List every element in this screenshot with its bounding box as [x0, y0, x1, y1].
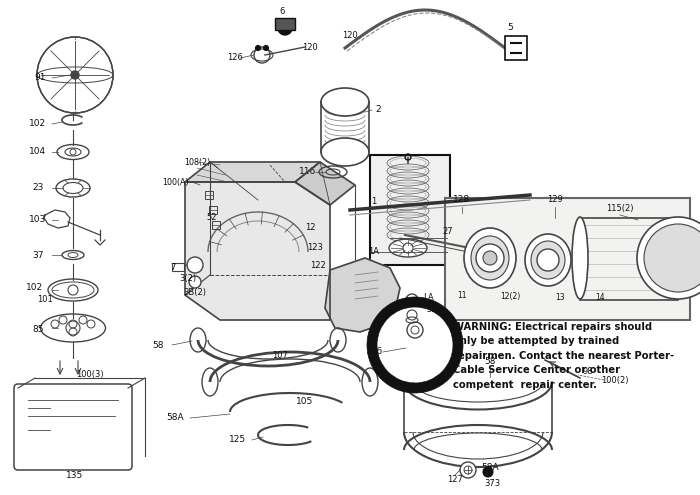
Text: 102: 102 — [27, 284, 43, 293]
Circle shape — [187, 257, 203, 273]
Text: 98: 98 — [582, 367, 594, 377]
Text: 13: 13 — [555, 294, 565, 302]
Text: 120: 120 — [342, 31, 358, 40]
Wedge shape — [367, 297, 463, 393]
Circle shape — [483, 467, 493, 477]
Text: 3(2): 3(2) — [179, 274, 197, 283]
Text: 103: 103 — [29, 215, 47, 225]
Text: 128: 128 — [454, 196, 470, 204]
Text: 100(A): 100(A) — [162, 178, 188, 187]
Text: 14: 14 — [595, 294, 605, 302]
Text: 6: 6 — [279, 7, 285, 16]
Ellipse shape — [572, 217, 588, 299]
Text: 125: 125 — [230, 436, 246, 445]
Polygon shape — [185, 162, 320, 182]
Text: 108(2): 108(2) — [184, 157, 210, 166]
Bar — [212, 221, 220, 229]
Text: 12: 12 — [304, 224, 315, 233]
Ellipse shape — [321, 88, 369, 116]
Text: 58A: 58A — [481, 463, 499, 473]
Text: 135: 135 — [66, 471, 83, 480]
Text: 100(2): 100(2) — [601, 376, 629, 385]
Polygon shape — [295, 162, 355, 205]
Ellipse shape — [525, 234, 571, 286]
Bar — [209, 206, 217, 214]
Text: 102: 102 — [29, 119, 47, 129]
Text: 116: 116 — [300, 167, 316, 177]
Text: 127: 127 — [447, 476, 463, 485]
Text: 58: 58 — [153, 341, 164, 349]
Ellipse shape — [644, 224, 700, 292]
Ellipse shape — [389, 239, 427, 257]
Ellipse shape — [471, 236, 509, 280]
Circle shape — [256, 46, 260, 50]
Text: WARNING: Electrical repairs should
only be attempted by trained
repairmen. Conta: WARNING: Electrical repairs should only … — [453, 322, 674, 390]
Bar — [172, 263, 184, 271]
Text: 100(3): 100(3) — [76, 370, 104, 380]
Ellipse shape — [531, 241, 565, 279]
Text: 91: 91 — [34, 73, 46, 83]
Text: 107: 107 — [272, 351, 288, 360]
Bar — [505, 36, 527, 60]
Text: 12(2): 12(2) — [500, 292, 520, 300]
Text: 1A: 1A — [368, 248, 379, 256]
Text: 11: 11 — [457, 292, 467, 300]
Text: 5: 5 — [507, 23, 513, 33]
Circle shape — [464, 466, 472, 474]
Circle shape — [189, 276, 201, 288]
Circle shape — [407, 310, 417, 320]
Text: 129: 129 — [547, 196, 563, 204]
Text: 115(2): 115(2) — [606, 203, 634, 212]
Ellipse shape — [637, 217, 700, 299]
Circle shape — [254, 47, 270, 63]
Circle shape — [406, 294, 418, 306]
Text: 58A: 58A — [166, 413, 184, 423]
Bar — [275, 18, 295, 30]
Text: 3B(2): 3B(2) — [183, 288, 206, 297]
Text: 1: 1 — [372, 198, 377, 206]
Text: 123: 123 — [307, 244, 323, 252]
Text: 2: 2 — [375, 105, 381, 114]
Text: 122: 122 — [310, 260, 326, 269]
Circle shape — [476, 244, 504, 272]
Text: 104: 104 — [29, 148, 47, 156]
Circle shape — [71, 71, 79, 79]
Text: LA: LA — [423, 294, 433, 302]
Circle shape — [483, 251, 497, 265]
Text: 23: 23 — [32, 184, 43, 193]
Text: 53: 53 — [427, 305, 438, 314]
Circle shape — [486, 248, 494, 256]
Text: 7: 7 — [170, 263, 176, 273]
Bar — [445, 198, 690, 320]
Text: 37: 37 — [32, 250, 43, 259]
Text: 126: 126 — [227, 53, 243, 62]
Ellipse shape — [321, 138, 369, 166]
Circle shape — [537, 249, 559, 271]
Bar — [370, 155, 450, 265]
Text: 58: 58 — [484, 357, 496, 366]
Polygon shape — [325, 258, 400, 332]
Polygon shape — [185, 182, 330, 320]
Text: 373: 373 — [484, 480, 500, 489]
Text: 85: 85 — [32, 326, 43, 335]
Circle shape — [263, 46, 269, 50]
Text: 106: 106 — [366, 347, 384, 356]
Text: 27: 27 — [442, 228, 454, 237]
Text: 101: 101 — [37, 296, 53, 304]
Circle shape — [278, 21, 292, 35]
FancyBboxPatch shape — [14, 384, 132, 470]
Ellipse shape — [464, 228, 516, 288]
Text: 52: 52 — [206, 213, 217, 222]
Text: 105: 105 — [296, 397, 314, 406]
Circle shape — [460, 462, 476, 478]
Text: 120: 120 — [302, 44, 318, 52]
Bar — [205, 191, 213, 199]
